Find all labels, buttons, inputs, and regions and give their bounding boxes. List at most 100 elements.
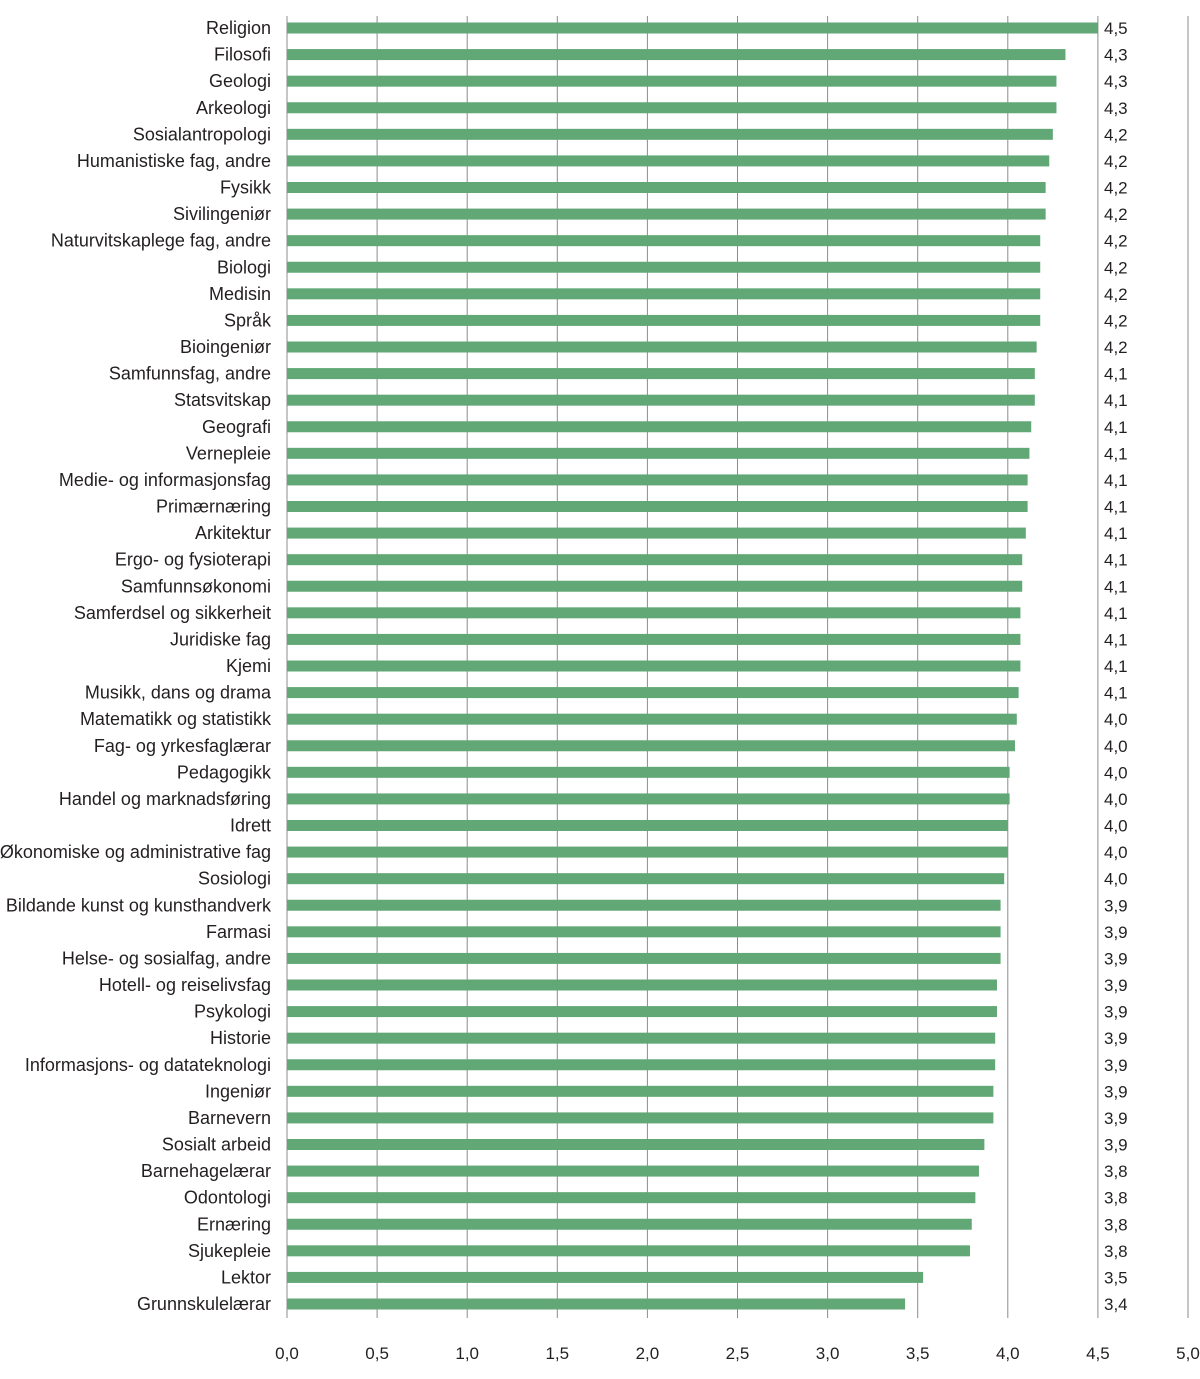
data-label: 3,5 bbox=[1104, 1268, 1128, 1287]
bar bbox=[287, 474, 1028, 486]
bar bbox=[287, 341, 1037, 353]
category-label: Sivilingeniør bbox=[173, 204, 271, 224]
data-label: 4,1 bbox=[1104, 630, 1128, 649]
category-label: Pedagogikk bbox=[177, 762, 272, 782]
bar bbox=[287, 1032, 996, 1044]
bar bbox=[287, 314, 1041, 326]
data-label: 4,1 bbox=[1104, 657, 1128, 676]
data-label: 4,1 bbox=[1104, 551, 1128, 570]
bar bbox=[287, 1298, 906, 1310]
category-label: Lektor bbox=[221, 1267, 271, 1287]
data-label: 4,2 bbox=[1104, 179, 1128, 198]
bar bbox=[287, 49, 1066, 61]
bar bbox=[287, 1192, 976, 1204]
data-label: 4,2 bbox=[1104, 152, 1128, 171]
bar bbox=[287, 554, 1023, 566]
data-label: 4,2 bbox=[1104, 258, 1128, 277]
bar bbox=[287, 235, 1041, 247]
data-label: 4,2 bbox=[1104, 125, 1128, 144]
category-label: Primærnæring bbox=[156, 497, 271, 517]
bar bbox=[287, 501, 1028, 512]
data-label: 4,3 bbox=[1104, 72, 1128, 91]
data-label: 4,0 bbox=[1104, 763, 1128, 782]
bar bbox=[287, 1085, 994, 1097]
category-label: Ingeniør bbox=[205, 1081, 271, 1101]
bar bbox=[287, 288, 1041, 300]
data-label: 4,1 bbox=[1104, 577, 1128, 596]
data-label: 3,4 bbox=[1104, 1295, 1128, 1314]
category-label: Vernepleie bbox=[186, 443, 271, 463]
category-label: Fag- og yrkesfaglærar bbox=[94, 736, 271, 756]
bar bbox=[287, 820, 1008, 831]
category-label: Musikk, dans og drama bbox=[85, 683, 272, 703]
data-label: 4,1 bbox=[1104, 524, 1128, 543]
data-label: 4,0 bbox=[1104, 817, 1128, 836]
data-label: 4,1 bbox=[1104, 365, 1128, 384]
bar bbox=[287, 687, 1019, 699]
bar bbox=[287, 1218, 972, 1230]
category-label: Sjukepleie bbox=[188, 1241, 271, 1261]
bar bbox=[287, 952, 1001, 964]
data-label: 3,9 bbox=[1104, 1056, 1128, 1075]
category-label: Informasjons- og datateknologi bbox=[25, 1055, 271, 1075]
x-tick-label: 3,0 bbox=[816, 1344, 840, 1363]
data-label: 4,0 bbox=[1104, 737, 1128, 756]
x-tick-label: 5,0 bbox=[1176, 1344, 1200, 1363]
x-tick-label: 0,5 bbox=[365, 1344, 389, 1363]
data-label: 4,0 bbox=[1104, 790, 1128, 809]
bar bbox=[287, 261, 1041, 273]
category-label: Samfunnsøkonomi bbox=[121, 576, 271, 596]
data-label: 3,9 bbox=[1104, 976, 1128, 995]
category-label: Geografi bbox=[202, 417, 271, 437]
bar bbox=[287, 1139, 985, 1150]
x-tick-label: 2,0 bbox=[636, 1344, 660, 1363]
data-label: 3,8 bbox=[1104, 1162, 1128, 1181]
data-label: 4,2 bbox=[1104, 232, 1128, 251]
bar bbox=[287, 527, 1026, 539]
category-label: Fysikk bbox=[220, 178, 272, 198]
category-label: Sosialt arbeid bbox=[162, 1135, 271, 1155]
bar bbox=[287, 1245, 970, 1257]
bar bbox=[287, 766, 1010, 778]
bar bbox=[287, 979, 997, 991]
bar bbox=[287, 447, 1030, 459]
data-label: 3,9 bbox=[1104, 1109, 1128, 1128]
bar bbox=[287, 1112, 994, 1124]
x-tick-label: 4,5 bbox=[1086, 1344, 1110, 1363]
bar bbox=[287, 633, 1021, 645]
bar bbox=[287, 899, 1001, 911]
bar bbox=[287, 873, 1005, 885]
bar bbox=[287, 1271, 924, 1283]
category-label: Juridiske fag bbox=[170, 629, 271, 649]
category-label: Arkeologi bbox=[196, 98, 271, 118]
data-label: 3,9 bbox=[1104, 923, 1128, 942]
category-label: Geologi bbox=[209, 71, 271, 91]
category-label: Økonomiske og administrative fag bbox=[0, 842, 271, 862]
bar bbox=[287, 368, 1035, 380]
data-label: 4,1 bbox=[1104, 684, 1128, 703]
category-label: Odontologi bbox=[184, 1188, 271, 1208]
x-tick-label: 4,0 bbox=[996, 1344, 1020, 1363]
data-label: 4,3 bbox=[1104, 99, 1128, 118]
category-label: Arkitektur bbox=[195, 523, 271, 543]
bar bbox=[287, 128, 1053, 140]
data-label: 3,9 bbox=[1104, 1003, 1128, 1022]
bar bbox=[287, 660, 1021, 672]
category-label: Filosofi bbox=[214, 45, 271, 65]
bar bbox=[287, 740, 1016, 752]
category-label: Religion bbox=[206, 18, 271, 38]
data-label: 3,8 bbox=[1104, 1189, 1128, 1208]
category-label: Samferdsel og sikkerheit bbox=[74, 603, 271, 623]
category-label: Matematikk og statistikk bbox=[80, 709, 272, 729]
bar bbox=[287, 421, 1032, 433]
bar bbox=[287, 155, 1050, 167]
bar bbox=[287, 75, 1057, 87]
data-label: 3,8 bbox=[1104, 1215, 1128, 1234]
bar bbox=[287, 793, 1010, 805]
category-label: Statsvitskap bbox=[174, 390, 271, 410]
category-label: Sosialantropologi bbox=[133, 124, 271, 144]
bar bbox=[287, 1006, 997, 1018]
category-label: Helse- og sosialfag, andre bbox=[62, 948, 271, 968]
category-label: Medie- og informasjonsfag bbox=[59, 470, 271, 490]
